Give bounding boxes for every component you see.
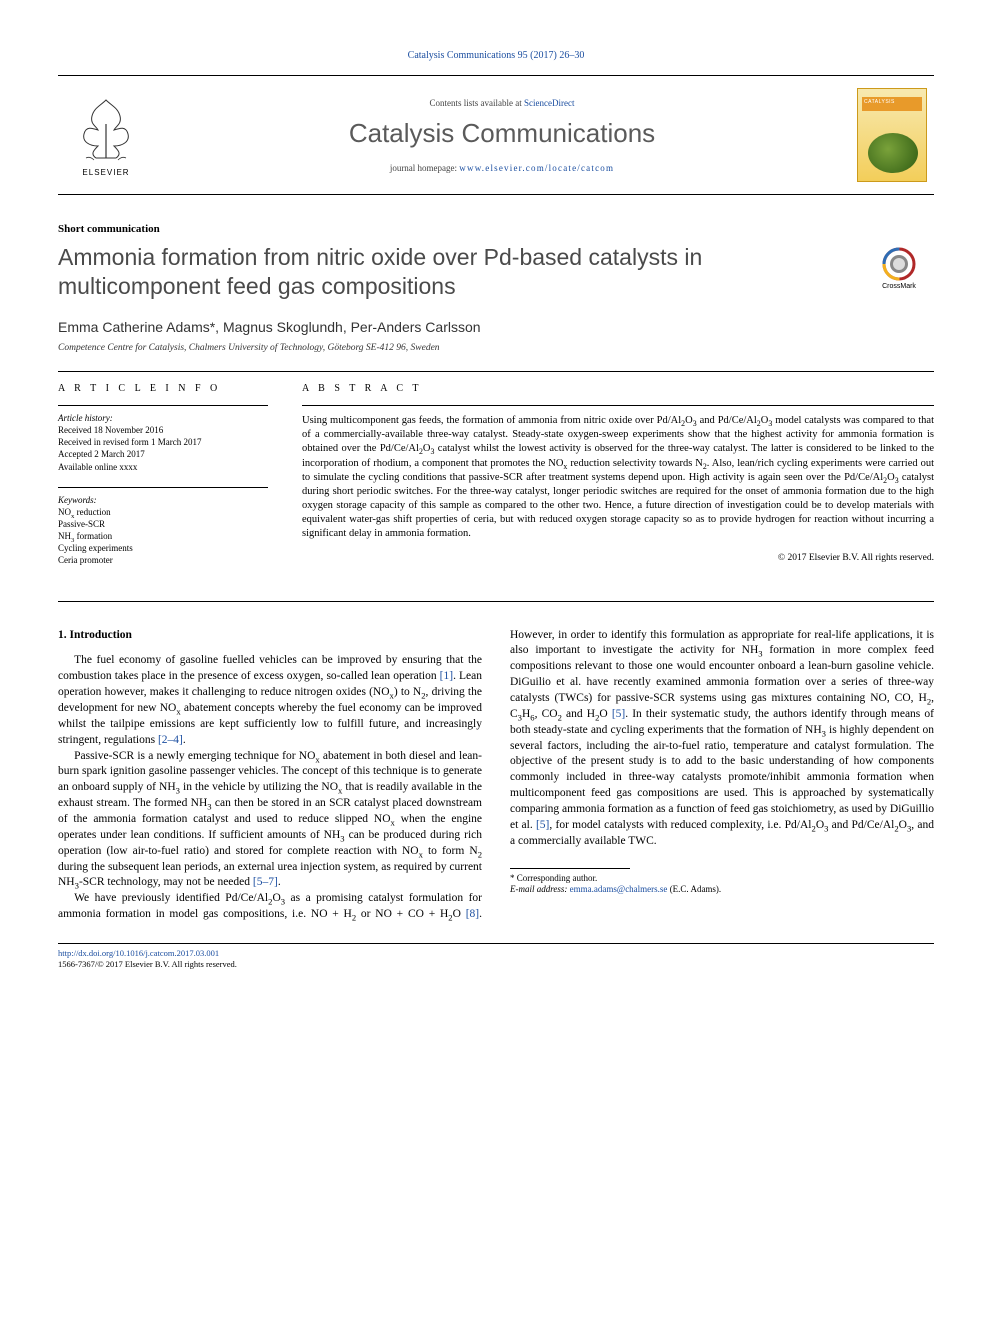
keyword-4: Ceria promoter: [58, 555, 113, 565]
elsevier-logo[interactable]: ELSEVIER: [58, 76, 154, 194]
affiliation: Competence Centre for Catalysis, Chalmer…: [58, 343, 934, 353]
keyword-1: Passive-SCR: [58, 519, 105, 529]
history-label: Article history:: [58, 413, 113, 423]
article-history: Article history: Received 18 November 20…: [58, 412, 268, 473]
ref-2-4[interactable]: [2–4]: [158, 734, 183, 746]
p2b-text: .: [278, 876, 281, 888]
article-info-head: A R T I C L E I N F O: [58, 382, 268, 396]
info-rule: [58, 405, 268, 406]
crossmark-badge[interactable]: CrossMark: [864, 243, 934, 290]
ref-1[interactable]: [1]: [440, 670, 453, 682]
crossmark-label: CrossMark: [882, 283, 916, 290]
bottom-bar: http://dx.doi.org/10.1016/j.catcom.2017.…: [58, 943, 934, 970]
journal-homepage-link[interactable]: www.elsevier.com/locate/catcom: [459, 163, 614, 173]
journal-cover-thumb[interactable]: CATALYSIS: [850, 76, 934, 194]
section-1-heading: 1. Introduction: [58, 628, 482, 644]
ref-5-7[interactable]: [5–7]: [253, 876, 278, 888]
p1a-text: The fuel economy of gasoline fuelled veh…: [58, 654, 482, 682]
email-suffix: (E.C. Adams).: [667, 884, 721, 894]
intro-p2: Passive-SCR is a newly emerging techniqu…: [58, 749, 482, 892]
body-columns: 1. Introduction The fuel economy of gaso…: [58, 628, 934, 923]
history-revised: Received in revised form 1 March 2017: [58, 437, 201, 447]
homepage-line: journal homepage: www.elsevier.com/locat…: [390, 163, 614, 173]
abstract-text: Using multicomponent gas feeds, the form…: [302, 414, 934, 542]
cover-title: CATALYSIS: [864, 99, 895, 105]
abstract-block: A B S T R A C T Using multicomponent gas…: [302, 382, 934, 581]
history-online: Available online xxxx: [58, 462, 137, 472]
rule-bottom: [58, 601, 934, 602]
abstract-rule: [302, 405, 934, 406]
keyword-0: NOx reduction: [58, 507, 111, 517]
rule-top: [58, 371, 934, 372]
elsevier-wordmark: ELSEVIER: [82, 168, 129, 177]
email-line: E-mail address: emma.adams@chalmers.se (…: [510, 884, 934, 896]
keyword-3: Cycling experiments: [58, 543, 133, 553]
elsevier-tree-icon: [70, 94, 142, 166]
history-received: Received 18 November 2016: [58, 425, 163, 435]
ref-5[interactable]: [5]: [612, 708, 625, 720]
keyword-2: NH3 formation: [58, 531, 112, 541]
article-info-block: A R T I C L E I N F O Article history: R…: [58, 382, 268, 581]
homepage-prefix: journal homepage:: [390, 163, 459, 173]
p1c-text: .: [183, 734, 186, 746]
abstract-head: A B S T R A C T: [302, 382, 934, 396]
journal-header: ELSEVIER Contents lists available at Sci…: [58, 75, 934, 195]
email-label: E-mail address:: [510, 884, 570, 894]
ref-5b[interactable]: [5]: [536, 819, 549, 831]
sciencedirect-link[interactable]: ScienceDirect: [524, 98, 574, 108]
ref-8[interactable]: [8]: [466, 908, 479, 920]
intro-p1: The fuel economy of gasoline fuelled veh…: [58, 653, 482, 748]
contents-available-line: Contents lists available at ScienceDirec…: [430, 98, 575, 108]
keywords-rule: [58, 487, 268, 488]
crossmark-icon: [882, 247, 916, 281]
keywords-block: Keywords: NOx reduction Passive-SCR NH3 …: [58, 494, 268, 567]
authors: Emma Catherine Adams*, Magnus Skoglundh,…: [58, 319, 934, 335]
footnote-separator: [510, 868, 630, 869]
journal-name: Catalysis Communications: [349, 118, 655, 149]
doi-link[interactable]: http://dx.doi.org/10.1016/j.catcom.2017.…: [58, 948, 219, 958]
article-title: Ammonia formation from nitric oxide over…: [58, 243, 864, 301]
contents-prefix: Contents lists available at: [430, 98, 524, 108]
history-accepted: Accepted 2 March 2017: [58, 449, 145, 459]
footnotes: * Corresponding author. E-mail address: …: [510, 873, 934, 896]
abstract-copyright: © 2017 Elsevier B.V. All rights reserved…: [302, 552, 934, 565]
header-center: Contents lists available at ScienceDirec…: [154, 76, 850, 194]
corresponding-author: * Corresponding author.: [510, 873, 934, 885]
keywords-label: Keywords:: [58, 495, 97, 505]
cover-image: CATALYSIS: [857, 88, 927, 182]
article-type: Short communication: [58, 223, 934, 235]
journal-ref-link[interactable]: Catalysis Communications 95 (2017) 26–30: [408, 50, 585, 61]
journal-reference: Catalysis Communications 95 (2017) 26–30: [58, 50, 934, 61]
issn-copyright: 1566-7367/© 2017 Elsevier B.V. All right…: [58, 959, 237, 969]
author-email-link[interactable]: emma.adams@chalmers.se: [570, 884, 668, 894]
